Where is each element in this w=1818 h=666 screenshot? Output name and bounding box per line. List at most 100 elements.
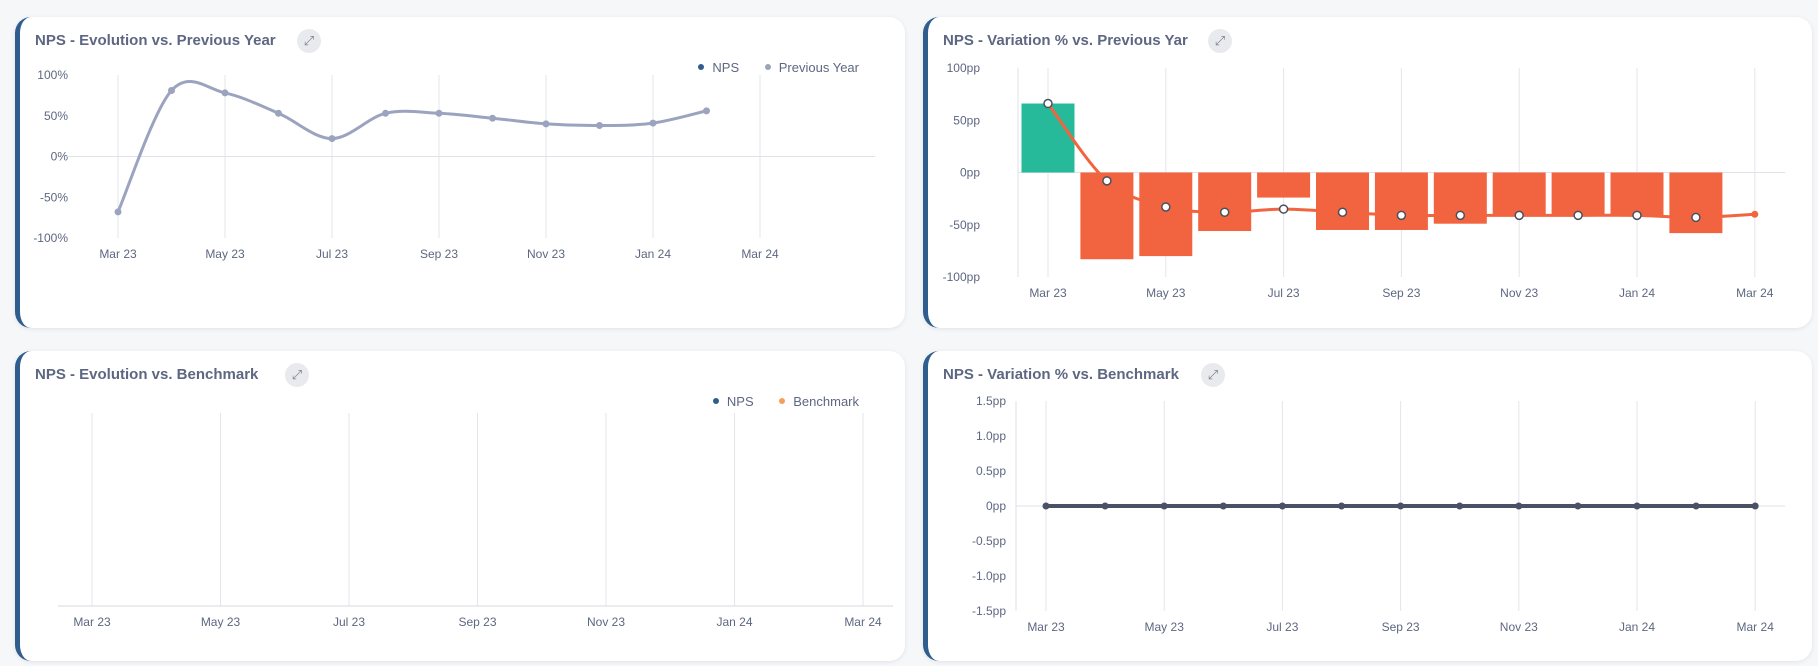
data-point xyxy=(1337,207,1348,217)
chart-title: NPS - Variation % vs. Previous Yar xyxy=(943,32,1188,49)
chart-plot: Mar 23 May 23 Jul 23 Sep 23 Nov 23 Jan 24 Mar … xyxy=(58,413,893,629)
chart-legend: NPS Previous Year xyxy=(676,58,859,75)
x-tick-label: Jul 23 xyxy=(333,615,365,629)
data-point xyxy=(703,107,710,115)
y-tick-label: 0pp xyxy=(986,499,1006,513)
x-tick-label: Jul 23 xyxy=(316,247,348,261)
x-tick-label: Jan 24 xyxy=(716,615,752,629)
data-point xyxy=(1042,502,1050,510)
y-tick-label: -1.0pp xyxy=(972,569,1006,583)
data-point xyxy=(328,135,336,143)
data-point xyxy=(596,122,603,130)
bar xyxy=(1139,172,1193,257)
x-tick-label: Jul 23 xyxy=(1268,286,1300,300)
data-point xyxy=(168,86,175,94)
x-tick-label: Mar 24 xyxy=(1737,620,1775,634)
legend-dot-icon xyxy=(698,64,705,70)
bar xyxy=(1492,172,1546,216)
legend-item-benchmark[interactable]: Benchmark xyxy=(779,394,859,409)
legend-dot-icon xyxy=(712,398,719,404)
legend-item-nps[interactable]: NPS xyxy=(698,60,739,75)
x-tick-label: May 23 xyxy=(205,247,245,261)
data-point xyxy=(1455,210,1466,221)
y-tick-label: 0.5pp xyxy=(976,464,1006,478)
legend-label: Previous Year xyxy=(778,59,859,75)
card-variation-previous-year: NPS - Variation % vs. Previous Yar ⤢ Mar… xyxy=(923,17,1812,328)
y-tick-label: 1.5pp xyxy=(976,394,1006,408)
x-tick-label: Nov 23 xyxy=(527,247,565,261)
bar xyxy=(1316,172,1369,230)
x-tick-label: Jan 24 xyxy=(1619,286,1655,300)
x-tick-label: Nov 23 xyxy=(587,615,625,629)
legend-dot-icon xyxy=(764,64,771,70)
x-tick-label: Mar 23 xyxy=(1029,286,1067,300)
x-tick-label: May 23 xyxy=(1146,286,1186,300)
data-point xyxy=(1219,207,1230,217)
y-tick-label: 0% xyxy=(51,150,69,164)
x-tick-label: Nov 23 xyxy=(1500,286,1538,300)
data-point xyxy=(1396,210,1407,221)
data-point xyxy=(1219,502,1227,510)
legend-dot-icon xyxy=(779,398,786,404)
data-point xyxy=(1692,502,1700,510)
data-point xyxy=(542,120,550,128)
x-tick-label: Mar 24 xyxy=(741,247,779,261)
data-point xyxy=(1751,502,1759,510)
y-tick-label: 50pp xyxy=(953,113,980,127)
y-tick-label: -100% xyxy=(33,231,68,245)
data-point xyxy=(489,114,496,122)
bar xyxy=(1080,172,1134,260)
data-point xyxy=(1573,210,1583,221)
bar xyxy=(1669,172,1723,234)
expand-icon[interactable]: ⤢ xyxy=(1208,29,1232,53)
data-point xyxy=(1160,502,1168,510)
x-tick-label: May 23 xyxy=(201,615,241,629)
y-tick-label: 1.0pp xyxy=(976,429,1006,443)
data-point xyxy=(1574,502,1582,510)
expand-icon[interactable]: ⤢ xyxy=(297,29,321,53)
data-point xyxy=(1161,202,1171,212)
x-tick-label: Mar 23 xyxy=(73,615,111,629)
x-tick-label: Sep 23 xyxy=(1382,286,1420,300)
bar xyxy=(1257,172,1311,198)
y-tick-label: -0.5pp xyxy=(972,534,1006,548)
card-evolution-previous-year: NPS - Evolution vs. Previous Year ⤢ NPS … xyxy=(15,17,905,328)
data-point xyxy=(114,208,122,216)
y-tick-label: 0pp xyxy=(960,166,980,180)
legend-label: NPS xyxy=(726,393,754,409)
bar xyxy=(1610,172,1664,216)
bar xyxy=(1198,172,1252,232)
data-point xyxy=(275,109,282,117)
x-tick-label: Sep 23 xyxy=(1382,620,1420,634)
data-point xyxy=(649,119,657,127)
x-tick-label: Mar 23 xyxy=(99,247,137,261)
chart-title: NPS - Variation % vs. Benchmark xyxy=(943,366,1179,383)
chart-title: NPS - Evolution vs. Previous Year xyxy=(35,32,276,49)
legend-item-previous-year[interactable]: Previous Year xyxy=(764,59,859,75)
expand-icon[interactable]: ⤢ xyxy=(285,363,309,387)
data-point xyxy=(1102,176,1112,186)
y-tick-label: -100pp xyxy=(943,270,981,284)
data-point xyxy=(1515,502,1523,510)
bar xyxy=(1021,103,1075,173)
data-point xyxy=(1101,502,1109,510)
data-point xyxy=(1338,502,1345,510)
expand-icon[interactable]: ⤢ xyxy=(1201,363,1225,387)
series-line-previous-year xyxy=(116,79,707,213)
data-point xyxy=(1278,204,1289,214)
chart-legend: NPS Benchmark xyxy=(691,392,859,409)
data-point xyxy=(1691,212,1701,223)
legend-label: Benchmark xyxy=(793,393,859,409)
data-point xyxy=(1278,502,1286,510)
legend-item-nps[interactable]: NPS xyxy=(712,393,754,409)
chart-title: NPS - Evolution vs. Benchmark xyxy=(35,366,259,383)
data-point xyxy=(382,109,389,117)
data-point xyxy=(435,109,443,117)
data-point xyxy=(221,89,229,97)
bar xyxy=(1551,172,1605,216)
card-evolution-benchmark: NPS - Evolution vs. Benchmark ⤢ NPS Benc… xyxy=(15,351,905,661)
x-tick-label: Sep 23 xyxy=(420,247,458,261)
x-tick-label: Mar 24 xyxy=(844,615,882,629)
chart-plot: Mar 23 May 23 Jul 23 Sep 23 Nov 23 Jan 24 Mar … xyxy=(33,68,875,261)
y-tick-label: 100pp xyxy=(947,61,981,75)
